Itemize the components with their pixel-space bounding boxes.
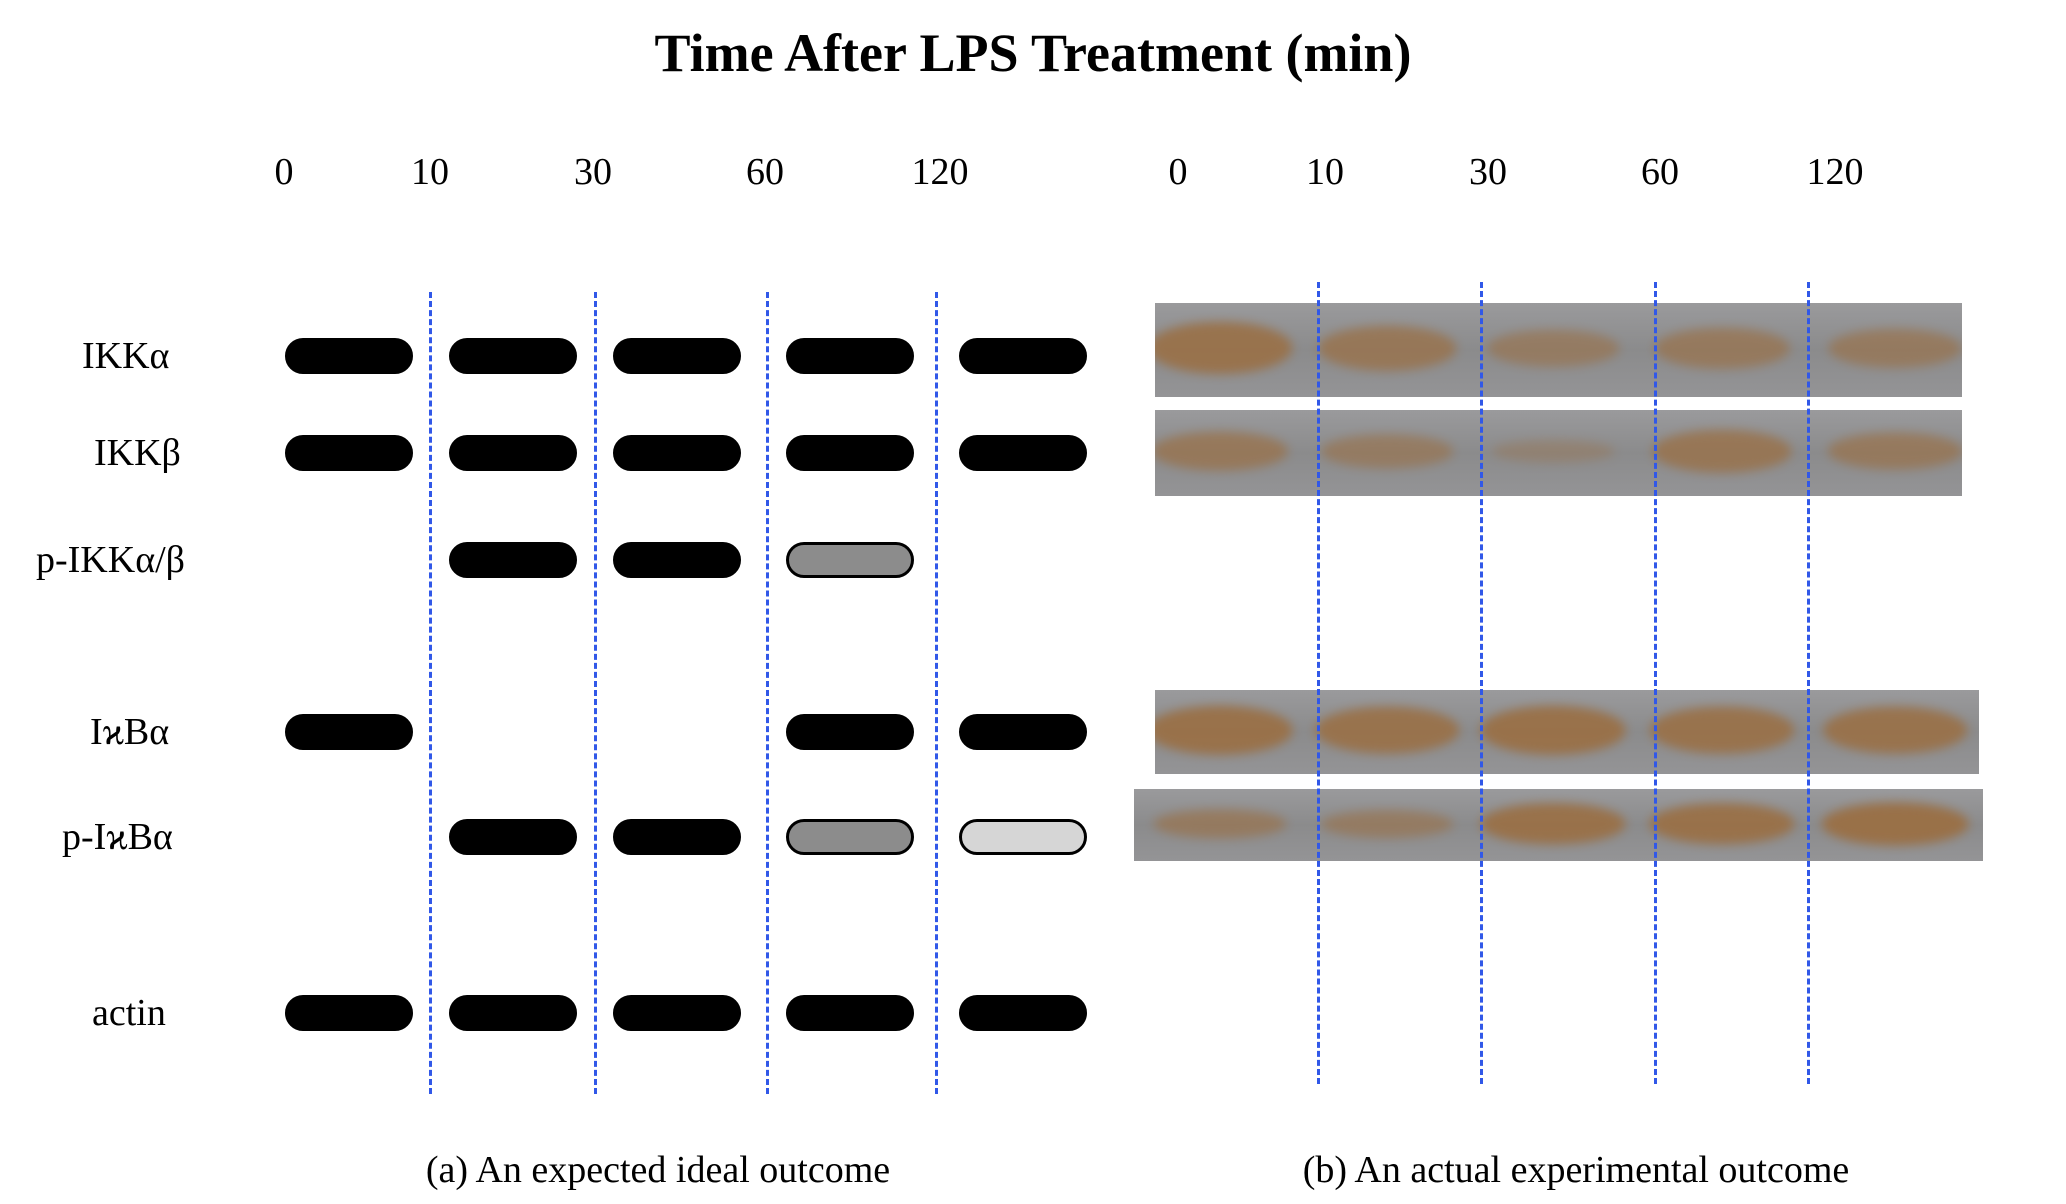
panel-a-time-label: 120 — [911, 151, 969, 193]
western-blot-band — [613, 542, 741, 578]
western-blot-band — [786, 542, 914, 578]
lane-divider — [1480, 282, 1483, 1084]
blot-band — [1480, 802, 1626, 845]
blot-image — [1155, 410, 1962, 496]
western-blot-band — [449, 995, 577, 1031]
blot-band — [1480, 706, 1626, 755]
row-label: IKKα — [82, 335, 170, 377]
blot-band — [1153, 808, 1287, 839]
western-blot-band — [959, 435, 1087, 471]
western-blot-band — [786, 338, 914, 374]
blot-band — [1828, 328, 1962, 368]
blot-band — [1649, 802, 1795, 845]
panel-a-time-label: 30 — [574, 151, 612, 193]
lane-divider — [766, 292, 769, 1094]
row-label: p-IϰBα — [62, 816, 173, 858]
blot-band — [1155, 431, 1288, 471]
blot-band — [1487, 329, 1619, 367]
blot-band — [1155, 321, 1292, 375]
panel-b-time-label: 0 — [1168, 151, 1188, 193]
row-label: IϰBα — [90, 711, 170, 753]
blot-band — [1823, 706, 1967, 754]
western-blot-band — [285, 714, 413, 750]
blot-band — [1155, 706, 1293, 755]
panel-b-time-label: 120 — [1806, 151, 1864, 193]
western-blot-band — [449, 338, 577, 374]
blot-band — [1821, 801, 1969, 846]
western-blot-band — [285, 338, 413, 374]
blot-band — [1318, 325, 1456, 371]
lane-divider — [1807, 282, 1810, 1084]
blot-image — [1155, 690, 1979, 774]
western-blot-band — [285, 995, 413, 1031]
panel-a-time-label: 10 — [411, 151, 449, 193]
western-blot-band — [786, 435, 914, 471]
panel-b-caption: (b) An actual experimental outcome — [1302, 1149, 1850, 1191]
western-blot-band — [786, 995, 914, 1031]
panel-b-time-label: 10 — [1306, 151, 1344, 193]
panel-a-time-label: 0 — [274, 151, 294, 193]
lane-divider — [1654, 282, 1657, 1084]
lane-divider — [935, 292, 938, 1094]
western-blot-band — [449, 435, 577, 471]
figure-title: Time After LPS Treatment (min) — [654, 23, 1412, 83]
row-label: p-IKKα/β — [36, 539, 185, 581]
western-blot-band — [613, 435, 741, 471]
blot-band — [1654, 327, 1790, 369]
blot-band — [1827, 432, 1962, 470]
blot-image — [1134, 789, 1983, 861]
panel-a-time-label: 60 — [746, 151, 784, 193]
panel-b-time-label: 60 — [1641, 151, 1679, 193]
blot-band — [1321, 434, 1453, 468]
western-blot-band — [449, 819, 577, 855]
western-blot-band — [613, 995, 741, 1031]
lane-divider — [429, 292, 432, 1094]
western-blot-band — [613, 338, 741, 374]
western-blot-band — [959, 338, 1087, 374]
western-blot-band — [613, 819, 741, 855]
panel-b-time-label: 30 — [1469, 151, 1507, 193]
western-blot-band — [959, 714, 1087, 750]
western-blot-band — [285, 435, 413, 471]
blot-band — [1652, 430, 1792, 473]
western-blot-band — [449, 542, 577, 578]
row-label: IKKβ — [94, 432, 181, 474]
western-blot-band — [786, 714, 914, 750]
blot-band — [1650, 706, 1794, 754]
western-blot-band — [959, 819, 1087, 855]
western-blot-band — [959, 995, 1087, 1031]
panel-a-caption: (a) An expected ideal outcome — [425, 1149, 891, 1191]
row-label: actin — [92, 992, 166, 1034]
lane-divider — [594, 292, 597, 1094]
blot-band — [1315, 706, 1459, 754]
western-blot-band — [786, 819, 914, 855]
blot-image — [1155, 303, 1962, 397]
lane-divider — [1317, 282, 1320, 1084]
blot-band — [1321, 809, 1453, 838]
blot-band — [1491, 439, 1615, 463]
